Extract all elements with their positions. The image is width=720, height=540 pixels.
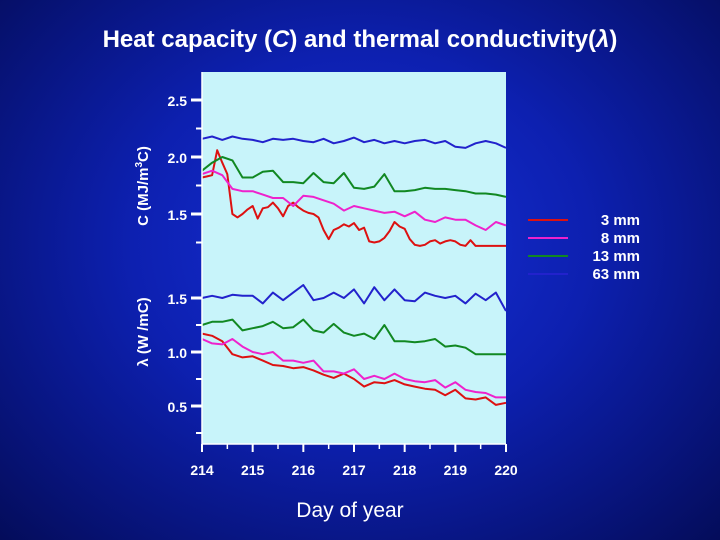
heat-capacity-series-8mm <box>201 169 507 231</box>
conductivity-panel <box>201 284 507 406</box>
conductivity-series-13mm <box>201 318 506 356</box>
legend-label: 13 mm <box>592 248 640 265</box>
legend-label: 3 mm <box>601 212 640 229</box>
x-tick-label: 220 <box>494 462 518 478</box>
top-y-label-part: C) <box>135 146 152 162</box>
x-tick-label: 214 <box>190 462 214 478</box>
x-tick-label: 218 <box>393 462 417 478</box>
top-y-axis-label: C (MJ/m3C) <box>134 146 152 226</box>
heat-capacity-panel <box>201 135 507 247</box>
title-prefix: Heat capacity ( <box>102 26 272 53</box>
x-tick-label: 219 <box>444 462 468 478</box>
title-middle: ) and thermal conductivity( <box>289 26 597 53</box>
axes: 1.5 2.0 2.5 0.5 1.0 1.5 214 215 216 217 218 219 220 <box>168 72 518 478</box>
title-suffix: ) <box>609 26 618 53</box>
x-tick-label: 216 <box>292 462 316 478</box>
plot-area <box>202 72 506 444</box>
heat-capacity-y-tick-label: 2.5 <box>168 93 188 109</box>
x-tick-label: 217 <box>342 462 366 478</box>
title-symbol-c: C <box>272 26 290 53</box>
conductivity-y-tick-label: 1.5 <box>168 291 188 307</box>
bottom-y-axis-label: λ (W /mC) <box>135 297 152 366</box>
heat-capacity-y-tick-label: 2.0 <box>168 150 188 166</box>
top-y-label-superscript: 3 <box>134 162 145 168</box>
conductivity-y-tick-label: 1.0 <box>168 345 188 361</box>
slide-title: Heat capacity (C) and thermal conductivi… <box>0 26 720 54</box>
conductivity-series-63mm <box>201 284 507 312</box>
conductivity-series-3mm <box>201 332 507 406</box>
legend-label: 8 mm <box>601 230 640 247</box>
top-y-label-part: C (MJ/m <box>135 168 152 226</box>
heat-capacity-series-63mm <box>201 135 507 149</box>
title-symbol-lambda: λ <box>596 26 610 53</box>
legend-label: 63 mm <box>592 266 640 283</box>
heat-capacity-y-tick-label: 1.5 <box>168 207 188 223</box>
x-tick-label: 215 <box>241 462 265 478</box>
x-axis-label: Day of year <box>296 499 403 522</box>
heat-capacity-series-3mm <box>201 149 506 247</box>
conductivity-series-8mm <box>201 338 506 399</box>
conductivity-y-tick-label: 0.5 <box>168 399 188 415</box>
heat-capacity-series-13mm <box>201 156 507 198</box>
